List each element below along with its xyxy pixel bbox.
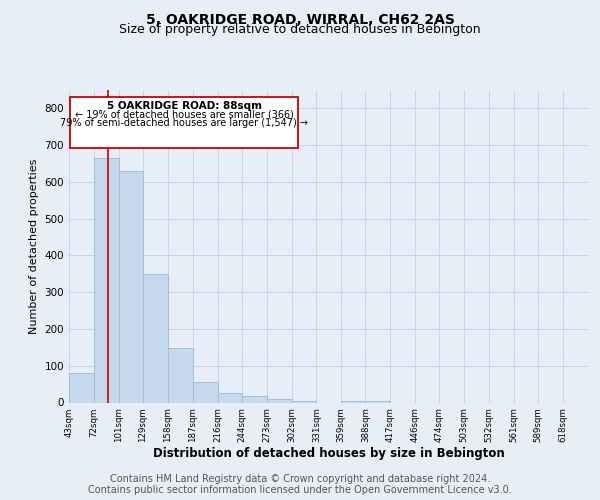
Bar xyxy=(69,373,94,402)
Bar xyxy=(242,396,266,402)
Bar xyxy=(168,348,193,403)
Text: Contains public sector information licensed under the Open Government Licence v3: Contains public sector information licen… xyxy=(88,485,512,495)
Text: Distribution of detached houses by size in Bebington: Distribution of detached houses by size … xyxy=(153,448,505,460)
Bar xyxy=(218,394,242,402)
Text: 5, OAKRIDGE ROAD, WIRRAL, CH62 2AS: 5, OAKRIDGE ROAD, WIRRAL, CH62 2AS xyxy=(146,12,454,26)
Text: 79% of semi-detached houses are larger (1,547) →: 79% of semi-detached houses are larger (… xyxy=(60,118,308,128)
FancyBboxPatch shape xyxy=(70,96,298,148)
Bar xyxy=(292,400,316,402)
Bar xyxy=(266,399,292,402)
Text: ← 19% of detached houses are smaller (366): ← 19% of detached houses are smaller (36… xyxy=(75,110,293,120)
Text: Contains HM Land Registry data © Crown copyright and database right 2024.: Contains HM Land Registry data © Crown c… xyxy=(110,474,490,484)
Bar xyxy=(193,382,218,402)
Bar xyxy=(94,158,119,402)
Bar xyxy=(119,171,143,402)
Text: 5 OAKRIDGE ROAD: 88sqm: 5 OAKRIDGE ROAD: 88sqm xyxy=(107,101,262,111)
Bar xyxy=(365,400,391,402)
Bar xyxy=(341,400,365,402)
Y-axis label: Number of detached properties: Number of detached properties xyxy=(29,158,39,334)
Bar xyxy=(143,274,168,402)
Text: Size of property relative to detached houses in Bebington: Size of property relative to detached ho… xyxy=(119,24,481,36)
